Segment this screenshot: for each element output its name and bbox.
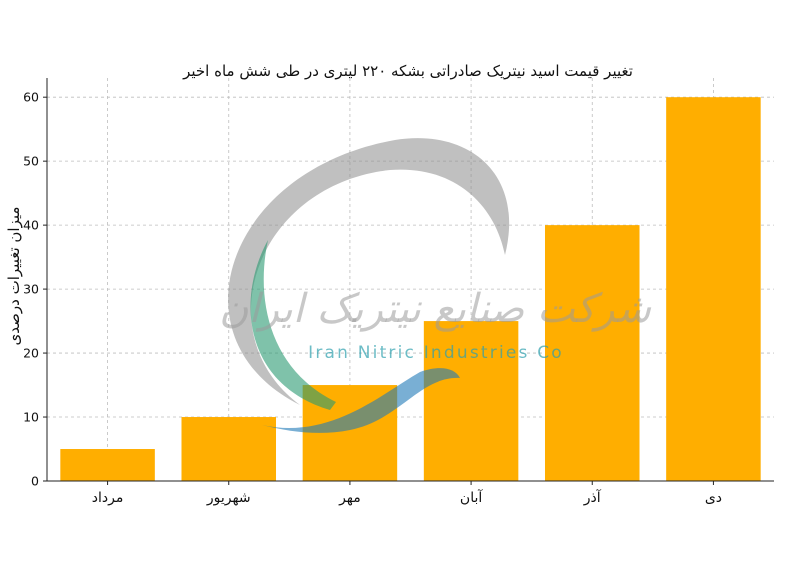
- bar-2: [181, 417, 277, 481]
- watermark-gray-swoosh: [228, 138, 510, 406]
- bar-1: [60, 449, 155, 481]
- axes: [46, 78, 774, 482]
- watermark-blue-swoosh: [262, 368, 460, 433]
- y-tick-label: 20: [23, 346, 39, 361]
- y-tick-label: 0: [31, 474, 39, 489]
- bars: [60, 97, 761, 481]
- category-label: مرداد: [92, 490, 124, 506]
- chart-title: تغییر قیمت اسید نیتریک صادراتی بشکه ۲۲۰ …: [182, 62, 633, 80]
- bar-5: [544, 225, 640, 481]
- category-label: دی: [705, 490, 722, 506]
- category-label: آبان: [460, 489, 483, 506]
- category-labels: مرداد شهریور مهر آبان آذر دی: [92, 489, 722, 506]
- category-label: مهر: [338, 490, 361, 506]
- watermark-company-name-fa: شرکت صنایع نیتریک ایران: [219, 286, 651, 332]
- category-label: شهریور: [206, 490, 251, 506]
- y-tick-label: 30: [23, 282, 39, 297]
- bar-4: [423, 321, 519, 481]
- watermark-company-name-en: Iran Nitric Industries Co: [308, 343, 564, 363]
- category-label: آذر: [583, 489, 602, 506]
- watermark: شرکت صنایع نیتریک ایران Iran Nitric Indu…: [219, 138, 651, 433]
- y-tick-label: 50: [23, 154, 39, 169]
- y-tick-label: 40: [23, 218, 39, 233]
- y-axis-label: میزان تغییرات درصدی: [5, 207, 23, 346]
- tick-labels: 0 10 20 30 40 50 60: [23, 90, 714, 489]
- watermark-green-swoosh: [250, 240, 336, 410]
- y-tick-label: 10: [23, 410, 39, 425]
- bar-6: [666, 97, 761, 481]
- y-tick-label: 60: [23, 90, 39, 105]
